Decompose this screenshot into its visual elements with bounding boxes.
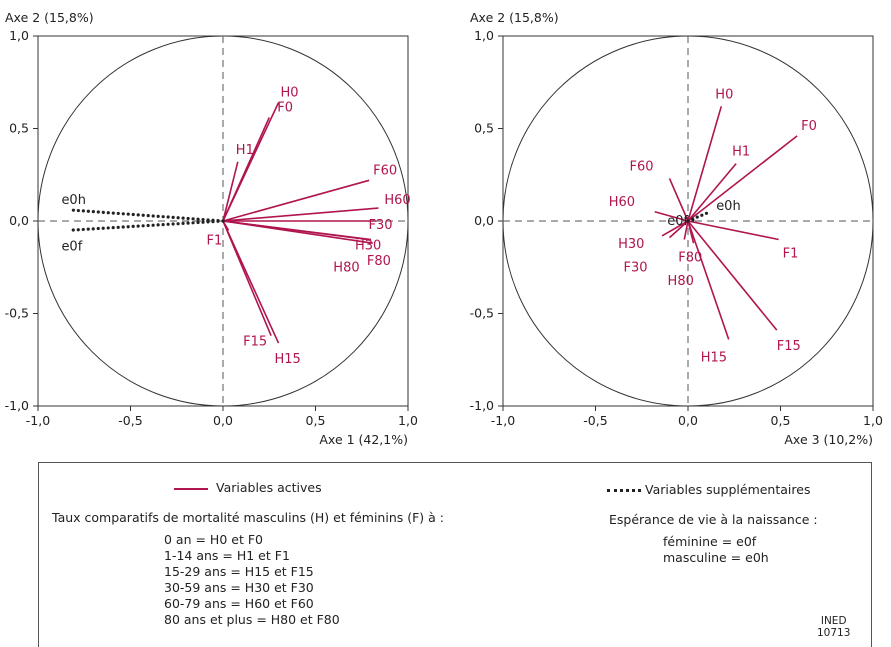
active-vector-f30: [668, 220, 689, 239]
vector-label-h30: H30: [355, 239, 381, 254]
rate-item: 0 an = H0 et F0: [164, 532, 263, 547]
y-tick-label: 0,0: [9, 213, 29, 228]
active-vector-f15: [687, 220, 778, 331]
vector-label-f15: F15: [777, 339, 801, 354]
vector-label-e0h: e0h: [716, 199, 741, 214]
active-vector-h15: [222, 220, 280, 344]
supplementary-vector-e0h: [67, 208, 225, 223]
y-axis-label: Axe 2 (15,8%): [470, 10, 559, 25]
y-tick-label: -1,0: [5, 398, 29, 413]
source-label: INED 10713: [817, 615, 850, 639]
y-tick-label: -0,5: [5, 306, 29, 321]
x-tick-label: -0,5: [583, 413, 607, 428]
x-tick-label: -1,0: [26, 413, 50, 428]
vector-label-h0: H0: [715, 87, 733, 102]
active-vector-h30: [661, 220, 689, 237]
active-vector-h60: [654, 210, 689, 222]
vector-label-h80: H80: [668, 274, 694, 289]
y-tick-label: 1,0: [9, 28, 29, 43]
active-vector-h1: [687, 163, 737, 222]
active-vector-h80: [222, 220, 368, 241]
vector-label-f1: F1: [207, 233, 223, 248]
active-vector-h1: [222, 161, 239, 222]
life-item: masculine = e0h: [663, 550, 769, 565]
vector-label-h1: H1: [732, 145, 750, 160]
active-vector-f60: [222, 179, 370, 222]
rate-item: 80 ans et plus = H80 et F80: [164, 612, 340, 627]
vector-label-h0: H0: [281, 86, 299, 101]
vector-label-h15: H15: [275, 352, 301, 367]
vector-label-f1: F1: [783, 247, 799, 262]
active-vector-f80: [683, 220, 689, 240]
supplementary-vector-e0f: [686, 217, 699, 223]
vector-label-f30: F30: [369, 218, 393, 233]
rate-item: 30-59 ans = H30 et F30: [164, 580, 314, 595]
x-axis-label: Axe 1 (42,1%): [319, 432, 408, 447]
y-axis-label: Axe 2 (15,8%): [5, 10, 94, 25]
x-tick-label: 0,0: [678, 413, 698, 428]
y-tick-label: 1,0: [474, 28, 494, 43]
rate-item: 15-29 ans = H15 et F15: [164, 564, 314, 579]
active-vector-f1: [687, 220, 779, 241]
active-vector-f0: [687, 135, 798, 222]
active-vector-h0: [687, 106, 723, 222]
y-tick-label: 0,0: [474, 213, 494, 228]
vector-label-f80: F80: [678, 251, 702, 266]
x-tick-label: 1,0: [863, 413, 883, 428]
supplementary-vector-e0f: [67, 219, 225, 232]
life-item: féminine = e0f: [663, 534, 757, 549]
y-tick-label: -0,5: [470, 306, 494, 321]
vector-label-f60: F60: [630, 159, 654, 174]
legend-active: Variables actives: [174, 480, 322, 495]
y-tick-label: 0,5: [474, 121, 494, 136]
vector-label-h30: H30: [618, 237, 644, 252]
rate-item: 60-79 ans = H60 et F60: [164, 596, 314, 611]
correlation-plot-2: -1,0-1,0 -0,5 -0,5 0,0 0,0 0,5 0,5 1,0 1,0 Axe 3 …: [470, 10, 883, 447]
vector-label-f60: F60: [373, 163, 397, 178]
life-list: féminine = e0f masculine = e0h: [663, 534, 769, 566]
y-tick-label: -1,0: [470, 398, 494, 413]
x-tick-label: -1,0: [491, 413, 515, 428]
x-tick-label: 1,0: [398, 413, 418, 428]
vector-label-h60: H60: [384, 193, 410, 208]
x-tick-label: 0,5: [771, 413, 791, 428]
active-vector-h15: [687, 220, 730, 340]
y-tick-label: 0,5: [9, 121, 29, 136]
supplementary-dots-sample: [607, 489, 641, 492]
vector-label-e0f: e0f: [667, 214, 688, 229]
legend-box: Variables actives Variables supplémentai…: [38, 462, 872, 647]
vector-label-h15: H15: [701, 350, 727, 365]
rates-list: 0 an = H0 et F0 1-14 ans = H1 et F1 15-2…: [164, 532, 340, 628]
rate-item: 1-14 ans = H1 et F1: [164, 548, 290, 563]
vector-label-f15: F15: [243, 335, 267, 350]
rates-heading: Taux comparatifs de mortalité masculins …: [52, 510, 444, 525]
correlation-plot-1: -1,0-1,0 -0,5 -0,5 0,0 0,0 0,5 0,5 1,0 1,0 Axe 1 …: [5, 10, 418, 447]
active-line-sample: [174, 487, 208, 490]
legend-supplementary-label: Variables supplémentaires: [645, 482, 811, 497]
x-tick-label: 0,5: [306, 413, 326, 428]
vector-label-h60: H60: [609, 195, 635, 210]
vector-label-e0h: e0h: [61, 193, 86, 208]
active-vector-h60: [222, 207, 379, 222]
vector-label-f80: F80: [367, 254, 391, 269]
vector-label-e0f: e0f: [61, 239, 82, 254]
legend-active-label: Variables actives: [216, 480, 322, 495]
x-axis-label: Axe 3 (10,2%): [784, 432, 873, 447]
x-tick-label: -0,5: [118, 413, 142, 428]
legend-supplementary: Variables supplémentaires: [607, 482, 810, 497]
source-code: 10713: [817, 627, 851, 639]
vector-label-h80: H80: [333, 261, 359, 276]
vector-label-f0: F0: [277, 100, 293, 115]
vector-label-h1: H1: [236, 143, 254, 158]
vector-label-f0: F0: [801, 119, 817, 134]
active-vector-f60: [668, 178, 689, 222]
active-vector-f0: [222, 117, 270, 222]
source-name: INED: [820, 615, 847, 627]
vector-label-f30: F30: [624, 261, 648, 276]
active-vector-h80: [687, 220, 695, 244]
life-heading: Espérance de vie à la naissance :: [609, 512, 818, 527]
x-tick-label: 0,0: [213, 413, 233, 428]
